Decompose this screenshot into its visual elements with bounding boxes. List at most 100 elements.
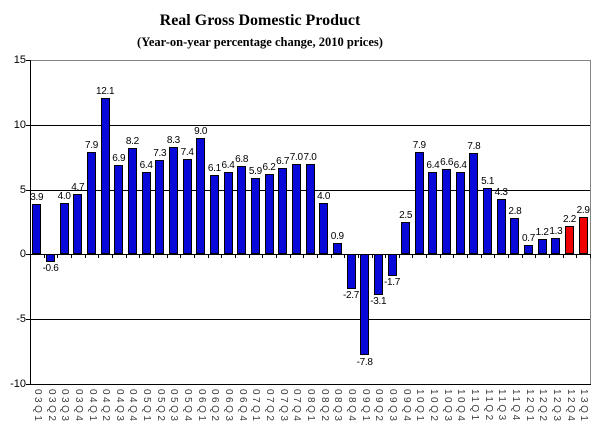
bar xyxy=(537,238,547,255)
category-tick xyxy=(480,254,482,259)
x-axis-label: 07Q4 xyxy=(291,389,303,424)
x-axis-label: 08Q2 xyxy=(318,389,330,424)
bar-value-label: 2.2 xyxy=(562,213,576,225)
category-tick xyxy=(262,254,264,259)
y-axis-tick xyxy=(26,254,30,256)
bar-highlighted xyxy=(565,225,574,255)
bar-value-label: 7.8 xyxy=(467,141,481,153)
bar xyxy=(114,165,124,255)
x-axis-label: 12Q1 xyxy=(523,389,535,424)
x-axis-label: 13Q1 xyxy=(578,389,590,424)
x-axis-label: 04Q1 xyxy=(86,389,98,424)
category-tick xyxy=(344,254,346,259)
category-tick xyxy=(330,254,332,259)
bar-value-label: 0.9 xyxy=(330,230,344,242)
x-axis-label: 07Q1 xyxy=(250,389,262,424)
y-axis-tick xyxy=(26,319,30,321)
bar xyxy=(32,203,42,255)
bar xyxy=(237,166,247,255)
x-axis-label: 03Q4 xyxy=(72,389,84,424)
bar-value-label: 7.9 xyxy=(412,140,426,151)
bar-value-label: 1.3 xyxy=(549,225,563,237)
category-tick xyxy=(57,254,59,259)
category-tick xyxy=(112,254,113,259)
bar-value-label: 5.1 xyxy=(481,176,495,188)
x-axis-label: 10Q1 xyxy=(414,389,426,424)
bar xyxy=(496,198,506,255)
category-tick xyxy=(234,254,236,259)
category-tick xyxy=(371,254,373,259)
bar xyxy=(196,137,206,255)
bar xyxy=(414,152,424,255)
y-axis-label: 10 xyxy=(13,118,26,131)
category-tick xyxy=(412,254,414,259)
y-axis-tick xyxy=(26,189,30,191)
x-axis-label: 09Q1 xyxy=(359,389,371,424)
x-axis-label: 07Q2 xyxy=(264,389,275,424)
bar xyxy=(360,254,370,356)
bar xyxy=(278,167,288,255)
bar xyxy=(332,242,342,255)
bar xyxy=(73,193,83,255)
x-axis-label: 09Q3 xyxy=(387,389,398,424)
x-axis-label: 05Q4 xyxy=(182,389,194,424)
bar-value-label: 6.4 xyxy=(453,159,467,171)
bar-value-label: 7.0 xyxy=(303,151,317,163)
bar-value-label: 6.1 xyxy=(207,163,221,175)
bar xyxy=(510,218,520,255)
bar-value-label: 6.6 xyxy=(440,156,454,168)
bar-value-label: 3.9 xyxy=(30,191,44,203)
bar-value-label: 7.3 xyxy=(153,147,167,159)
bar xyxy=(291,163,301,255)
category-tick xyxy=(521,254,523,259)
category-tick xyxy=(357,254,359,259)
bar-value-label: 6.4 xyxy=(139,159,153,171)
x-axis-label: 05Q1 xyxy=(141,389,153,424)
category-tick xyxy=(426,254,428,259)
x-axis-label: 05Q3 xyxy=(168,389,180,424)
y-axis-tick xyxy=(26,124,30,126)
bar-value-label: 6.9 xyxy=(112,153,126,164)
x-axis-label: 09Q2 xyxy=(373,389,385,424)
x-axis-label: 06Q1 xyxy=(195,389,207,424)
bar-value-label: -3.1 xyxy=(370,295,387,307)
bar-value-label: 6.4 xyxy=(221,159,235,171)
bar xyxy=(483,188,493,255)
bar-value-label: 4.0 xyxy=(57,190,71,202)
bar-value-label: 8.3 xyxy=(166,134,180,146)
category-tick xyxy=(439,254,441,259)
category-tick xyxy=(316,254,318,259)
bar-value-label: 1.2 xyxy=(535,226,549,238)
x-axis-label: 06Q2 xyxy=(209,389,221,424)
bar xyxy=(87,152,96,255)
y-axis-tick xyxy=(26,60,30,61)
bar xyxy=(264,174,274,255)
bar-value-label: -2.7 xyxy=(342,290,360,302)
bar xyxy=(346,254,356,290)
x-axis-label: 11Q4 xyxy=(509,389,521,423)
x-axis-label: 11Q3 xyxy=(496,389,508,423)
bar-value-label: 2.9 xyxy=(576,204,590,216)
bar xyxy=(305,163,315,255)
bar-value-label: 2.8 xyxy=(508,206,522,218)
x-axis-label: 06Q4 xyxy=(236,389,248,424)
y-axis-label: -10 xyxy=(10,378,26,390)
category-tick xyxy=(275,254,277,259)
category-tick xyxy=(562,254,564,259)
category-tick xyxy=(221,254,223,259)
x-axis-label: 07Q3 xyxy=(277,389,289,424)
bar-value-label: 12.1 xyxy=(95,85,115,97)
chart-subtitle: (Year-on-year percentage change, 2010 pr… xyxy=(137,35,383,49)
bar-value-label: 5.9 xyxy=(248,165,262,177)
bar xyxy=(455,171,465,255)
x-axis-bottom-line xyxy=(30,384,591,385)
bar-value-label: 7.9 xyxy=(84,140,98,151)
category-tick xyxy=(576,254,578,259)
bar xyxy=(182,158,192,255)
category-tick xyxy=(125,254,127,259)
category-tick xyxy=(303,254,305,259)
bar-value-label: 6.8 xyxy=(235,154,249,166)
category-tick xyxy=(139,254,141,259)
bar-value-label: 7.0 xyxy=(289,151,303,163)
